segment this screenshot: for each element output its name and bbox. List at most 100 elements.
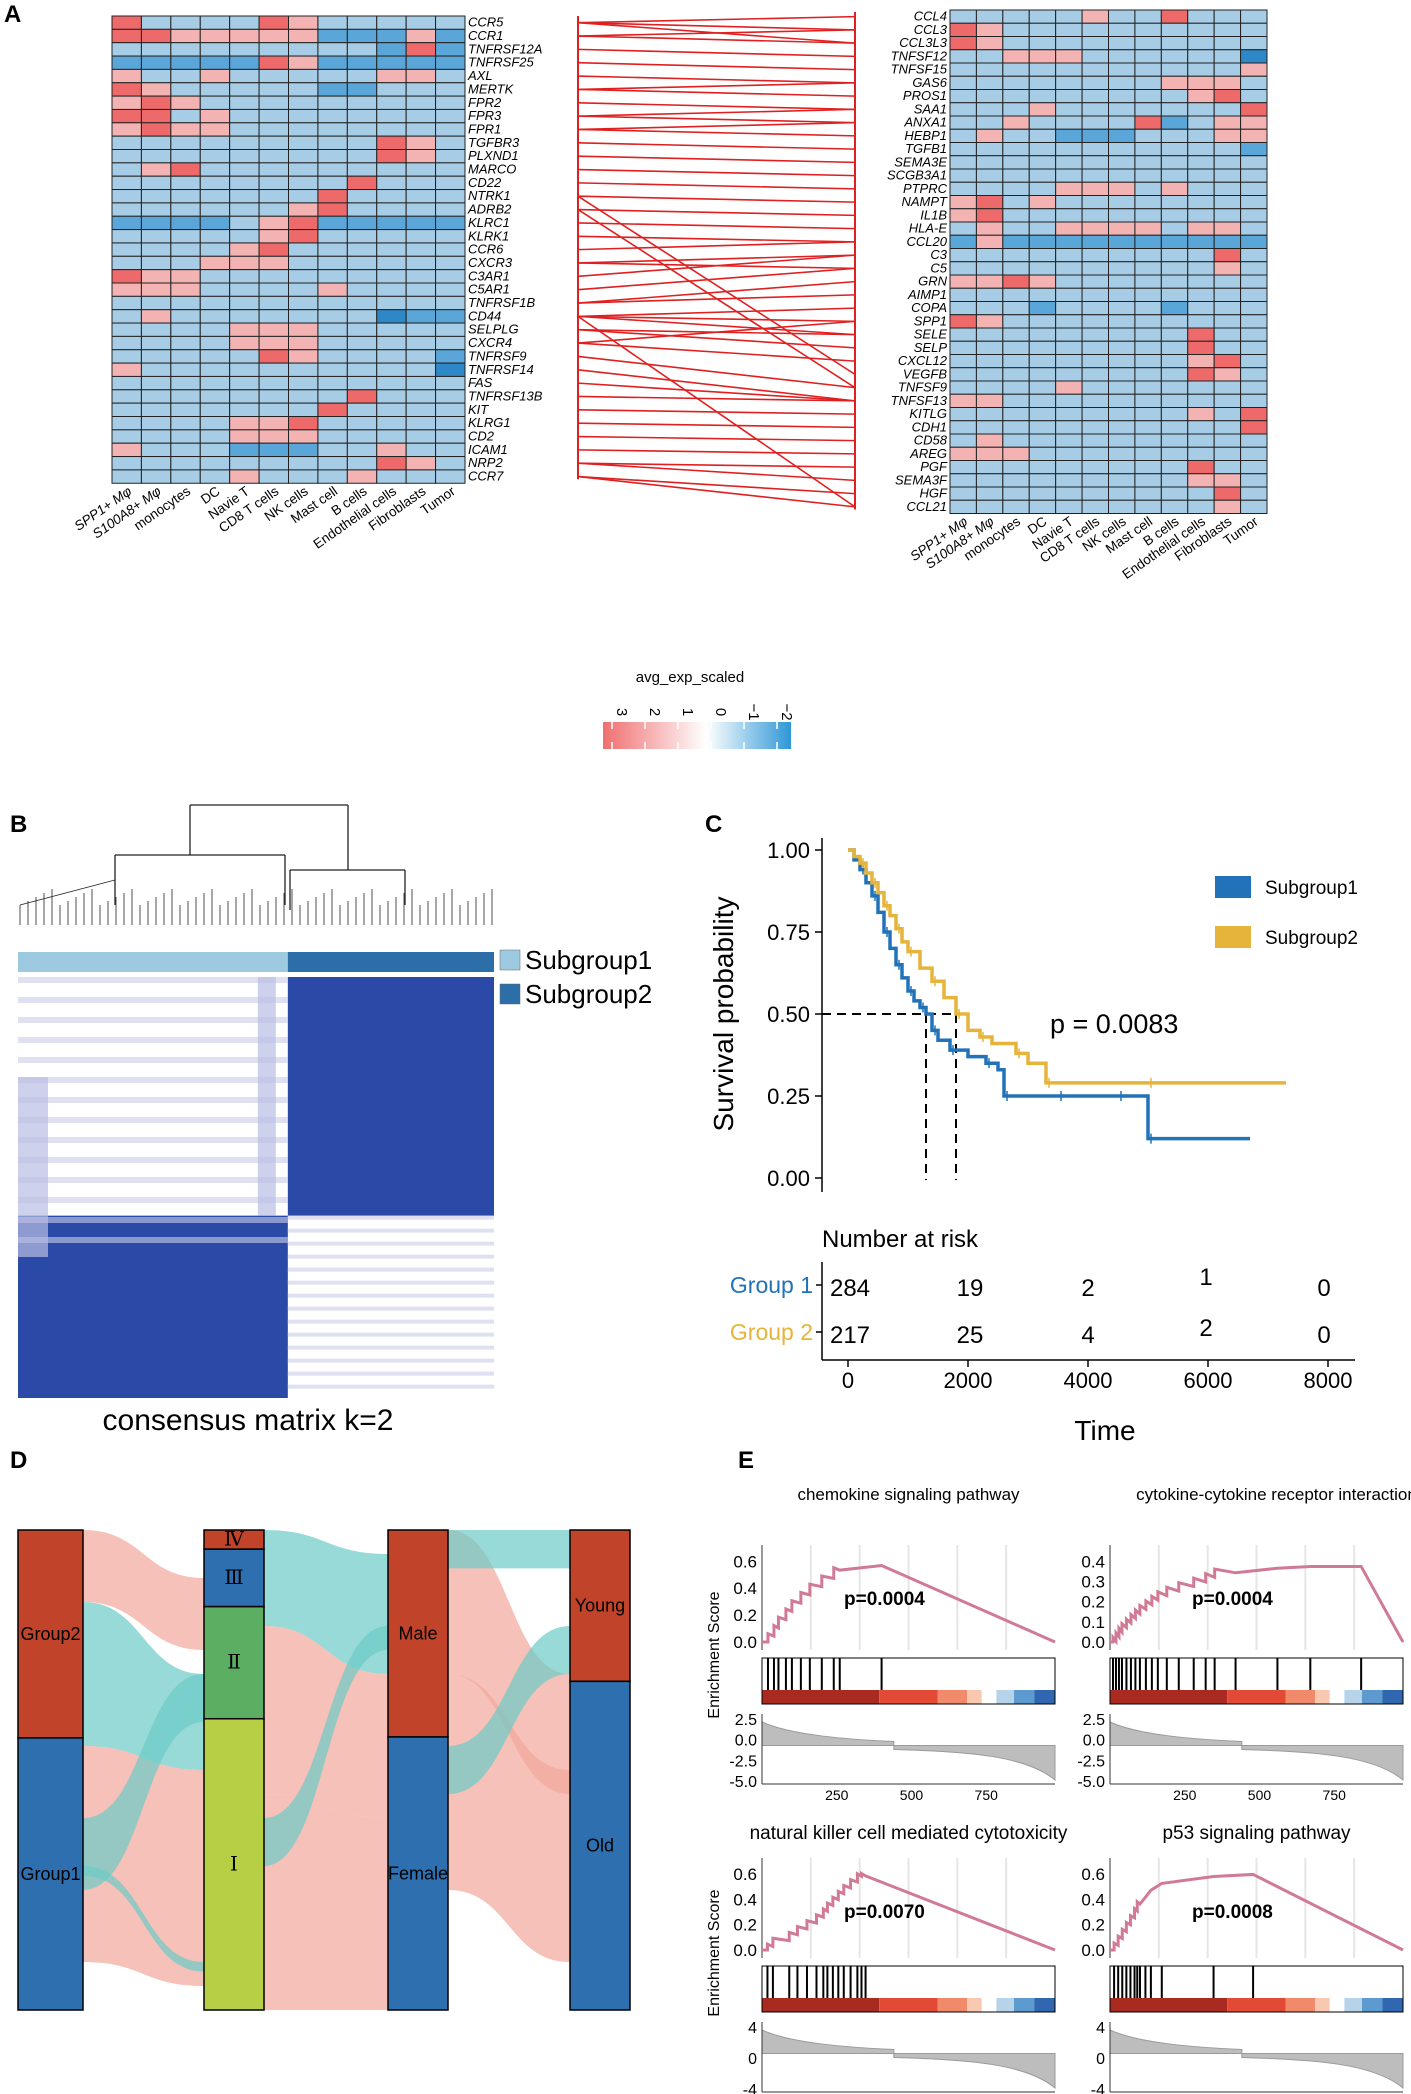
heat-cell-left	[229, 362, 260, 377]
consensus-texture	[287, 1215, 494, 1220]
heat-cell-right	[1108, 22, 1136, 37]
heat-cell-right	[1081, 380, 1110, 395]
heat-cell-right	[1134, 420, 1162, 435]
receptor-label: CCR6	[468, 242, 504, 257]
heat-cell-right	[1002, 168, 1030, 183]
heat-cell-left	[258, 28, 290, 44]
heat-cell-right	[1002, 142, 1030, 157]
heat-cell-right	[1187, 499, 1215, 514]
heat-cell-right	[1160, 261, 1189, 276]
heat-cell-right	[1055, 115, 1083, 130]
heat-cell-right	[1187, 407, 1215, 422]
heat-cell-left	[317, 68, 348, 84]
heat-cell-right	[1081, 367, 1110, 382]
heat-cell-right	[1028, 354, 1057, 369]
heat-cell-left	[140, 375, 172, 391]
stratum-label: Young	[575, 1596, 625, 1616]
heat-cell-left	[346, 416, 378, 431]
receptor-label: TNFRSF1B	[468, 295, 536, 310]
heat-cell-right	[1187, 22, 1215, 37]
receptor-label: CXCR3	[468, 255, 513, 270]
heat-cell-right	[1055, 89, 1083, 104]
heat-cell-left	[405, 335, 437, 351]
ranked-metric	[761, 1721, 1056, 1782]
heat-cell-left	[111, 429, 142, 444]
heat-cell-right	[949, 115, 977, 130]
rank-color-bar	[1329, 1998, 1345, 2012]
heat-cell-left	[111, 189, 142, 204]
heat-cell-right	[1002, 128, 1030, 143]
consensus-texture	[287, 1384, 494, 1389]
es-tick-label: 0.6	[1081, 1865, 1105, 1884]
consensus-texture	[287, 1319, 494, 1324]
heat-cell-right	[975, 393, 1004, 408]
ligand-label: CD58	[914, 433, 948, 448]
risk-group-label: Group 1	[730, 1272, 813, 1298]
heat-cell-left	[258, 349, 290, 364]
heat-cell-left	[346, 362, 378, 377]
heat-cell-right	[1108, 473, 1136, 488]
heat-cell-right	[1028, 433, 1057, 448]
heat-cell-left	[346, 95, 378, 110]
heat-cell-left	[140, 242, 172, 257]
consensus-block-1	[18, 977, 288, 1216]
heat-cell-left	[288, 295, 319, 311]
heat-cell-right	[1187, 393, 1215, 408]
heat-cell-left	[140, 282, 172, 297]
heat-cell-left	[435, 122, 466, 137]
heat-cell-left	[111, 335, 142, 351]
heat-cell-left	[346, 68, 378, 84]
heat-cell-right	[1213, 22, 1242, 37]
receptor-label: ICAM1	[468, 442, 508, 457]
heat-cell-right	[975, 208, 1004, 223]
legend-label: Subgroup2	[525, 979, 652, 1009]
heat-cell-right	[1028, 420, 1057, 435]
heat-cell-left	[111, 229, 142, 244]
heat-cell-left	[199, 15, 231, 30]
heat-cell-left	[346, 135, 378, 150]
heat-cell-left	[288, 322, 319, 337]
heat-cell-right	[1240, 142, 1268, 157]
heat-cell-right	[1108, 208, 1136, 223]
heat-cell-right	[1160, 301, 1189, 316]
receptor-label: MARCO	[468, 162, 516, 177]
heat-cell-left	[317, 149, 348, 164]
heat-cell-right	[949, 274, 977, 289]
heat-cell-left	[140, 442, 172, 458]
link-line	[577, 395, 856, 402]
ligand-label: COPA	[911, 300, 947, 315]
heat-cell-left	[111, 28, 142, 44]
heat-cell-left	[199, 242, 231, 257]
heat-cell-right	[1187, 208, 1215, 223]
receptor-label: AXL	[467, 68, 493, 83]
heat-cell-right	[975, 473, 1004, 488]
heat-cell-right	[1002, 115, 1030, 130]
heat-cell-right	[1160, 499, 1189, 514]
risk-count: 284	[830, 1275, 870, 1302]
consensus-texture	[287, 1254, 494, 1259]
heat-cell-right	[1213, 181, 1242, 196]
heat-cell-right	[1213, 354, 1242, 369]
heat-cell-right	[1108, 9, 1136, 24]
heat-cell-right	[1134, 354, 1162, 369]
heat-cell-right	[1240, 221, 1268, 236]
heat-cell-left	[170, 242, 201, 257]
heat-cell-left	[258, 15, 290, 30]
heat-cell-right	[1028, 460, 1057, 475]
heat-cell-left	[258, 55, 290, 70]
heat-cell-right	[1028, 301, 1057, 316]
heat-cell-left	[199, 456, 231, 471]
es-tick-label: 0.0	[733, 1633, 757, 1652]
risk-count: 25	[957, 1322, 984, 1349]
heat-cell-right	[1213, 128, 1242, 143]
heat-cell-left	[170, 362, 201, 377]
ligand-label: GRN	[918, 274, 948, 289]
heat-cell-left	[435, 456, 466, 471]
consensus-texture	[287, 1241, 494, 1246]
ligand-label: TNFSF9	[898, 380, 947, 395]
heat-cell-left	[317, 242, 348, 257]
heat-cell-right	[1081, 115, 1110, 130]
heat-cell-left	[258, 68, 290, 84]
heat-cell-left	[140, 416, 172, 431]
stratum-label: Male	[398, 1623, 437, 1643]
